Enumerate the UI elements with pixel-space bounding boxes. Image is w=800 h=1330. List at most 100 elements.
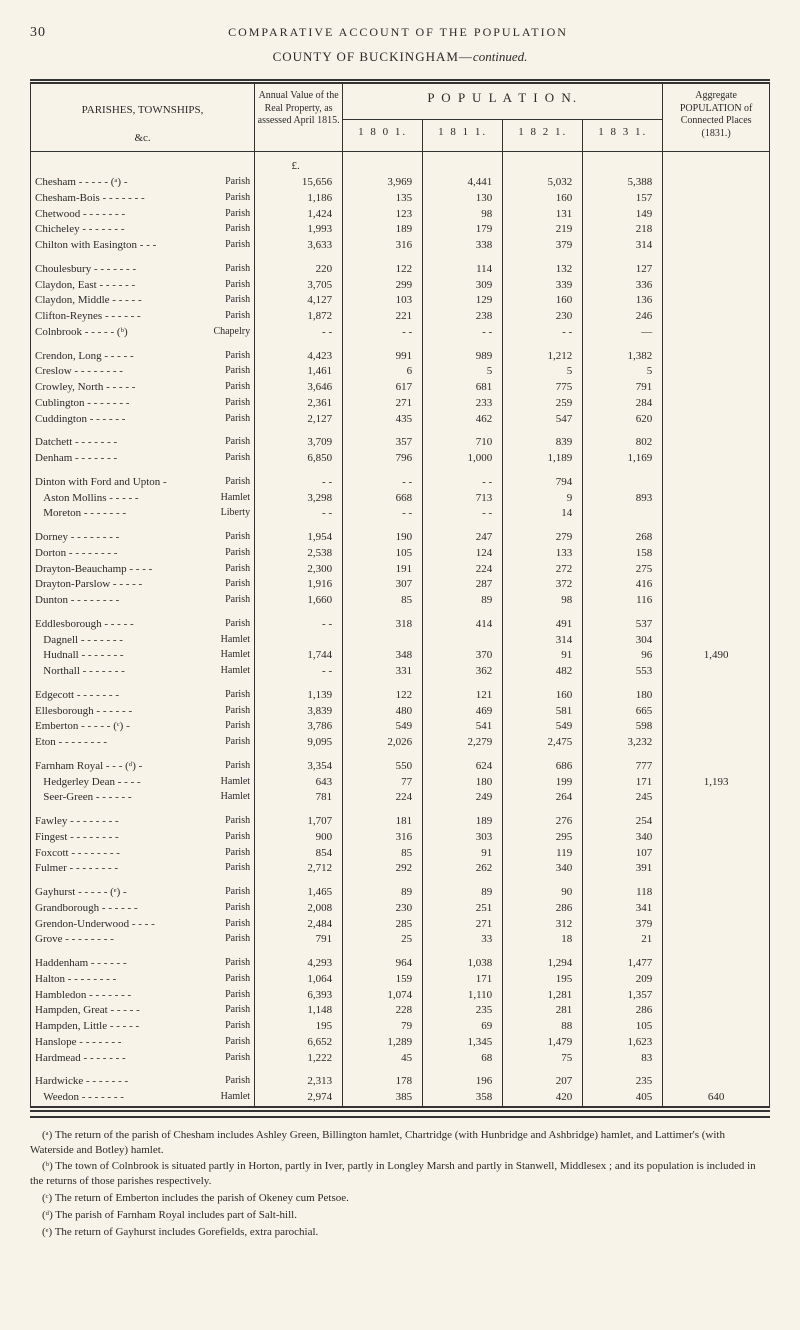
cell-1801: 6 [343, 364, 423, 380]
cell-1811: 309 [423, 278, 503, 294]
parish-kind: Parish [225, 831, 250, 844]
cell-aggregate [663, 759, 770, 775]
cell-1831: 391 [583, 861, 663, 877]
cell-1811: 1,000 [423, 451, 503, 467]
parish-kind: Hamlet [221, 791, 250, 804]
col-1811: 1 8 1 1. [423, 119, 503, 152]
cell-annual: 3,705 [255, 278, 343, 294]
parish-name: Northall - - - - - - -Hamlet [31, 664, 255, 680]
cell-1821: 1,294 [503, 956, 583, 972]
cell-aggregate [663, 861, 770, 877]
top-rule-heavy [30, 79, 770, 81]
footnote: (ᵈ) The parish of Farnham Royal includes… [30, 1208, 770, 1223]
running-head: COMPARATIVE ACCOUNT OF THE POPULATION [228, 25, 568, 40]
cell-1801: 480 [343, 704, 423, 720]
parish-kind: Parish [225, 192, 250, 205]
cell-1821: 9 [503, 491, 583, 507]
cell-1801: 224 [343, 790, 423, 806]
col-1801: 1 8 0 1. [343, 119, 423, 152]
cell-annual: 1,424 [255, 207, 343, 223]
cell-1821: 195 [503, 972, 583, 988]
parish-name: Dinton with Ford and Upton -Parish [31, 475, 255, 491]
parish-name: Chesham - - - - - (ᵃ) -Parish [31, 175, 255, 191]
cell-annual: 220 [255, 262, 343, 278]
cell-1811: 224 [423, 562, 503, 578]
cell-annual: 3,298 [255, 491, 343, 507]
cell-1821: 14 [503, 506, 583, 522]
page-number: 30 [30, 25, 46, 41]
table-row [31, 427, 770, 435]
cell-1831: 5,388 [583, 175, 663, 191]
parish-name: Datchett - - - - - - -Parish [31, 435, 255, 451]
cell-1831: 304 [583, 633, 663, 649]
cell-1831: 5 [583, 364, 663, 380]
cell-1821: 839 [503, 435, 583, 451]
parish-kind: Parish [225, 1020, 250, 1033]
cell-1801: 316 [343, 238, 423, 254]
parish-kind: Parish [225, 381, 250, 394]
table-row: Drayton-Parslow - - - - -Parish1,9163072… [31, 577, 770, 593]
cell-annual: 2,313 [255, 1074, 343, 1090]
cell-1801: 991 [343, 349, 423, 365]
cell-aggregate [663, 885, 770, 901]
cell-annual: 854 [255, 846, 343, 862]
parish-name: Chilton with Easington - - -Parish [31, 238, 255, 254]
cell-1831: 665 [583, 704, 663, 720]
parish-name: Crendon, Long - - - - -Parish [31, 349, 255, 365]
table-head: PARISHES, TOWNSHIPS, &c. Annual Value of… [31, 84, 770, 152]
cell-1821: 199 [503, 775, 583, 791]
cell-1801: - - [343, 325, 423, 341]
cell-1811: 249 [423, 790, 503, 806]
cell-1811: 91 [423, 846, 503, 862]
cell-1801: 79 [343, 1019, 423, 1035]
cell-1811: 1,038 [423, 956, 503, 972]
table-row: Emberton - - - - - (ᶜ) -Parish3,78654954… [31, 719, 770, 735]
table-row: Denham - - - - - - -Parish6,8507961,0001… [31, 451, 770, 467]
cell-1801: 189 [343, 222, 423, 238]
cell-1831: 537 [583, 617, 663, 633]
cell-annual: 3,786 [255, 719, 343, 735]
bottom-rule-thin [30, 1107, 770, 1108]
cell-aggregate [663, 435, 770, 451]
cell-annual: 3,709 [255, 435, 343, 451]
cell-1831: 893 [583, 491, 663, 507]
cell-annual: 1,186 [255, 191, 343, 207]
parish-name: Grandborough - - - - - -Parish [31, 901, 255, 917]
cell-1821: 88 [503, 1019, 583, 1035]
cell-1831: 802 [583, 435, 663, 451]
cell-1821: 312 [503, 917, 583, 933]
cell-1831: 553 [583, 664, 663, 680]
cell-1801: 385 [343, 1090, 423, 1106]
table-row [31, 254, 770, 262]
cell-1811: 338 [423, 238, 503, 254]
cell-aggregate: 1,193 [663, 775, 770, 791]
parish-kind: Parish [225, 918, 250, 931]
parish-kind: Parish [225, 886, 250, 899]
table-row: Dorton - - - - - - - -Parish2,5381051241… [31, 546, 770, 562]
cell-1821: 686 [503, 759, 583, 775]
parish-name: Farnham Royal - - - (ᵈ) -Parish [31, 759, 255, 775]
cell-1831: 341 [583, 901, 663, 917]
table-row: Haddenham - - - - - -Parish4,2939641,038… [31, 956, 770, 972]
parish-kind: Parish [225, 720, 250, 733]
table-row [31, 751, 770, 759]
cell-1831: 180 [583, 688, 663, 704]
parish-kind: Parish [225, 1004, 250, 1017]
parish-kind: Parish [225, 239, 250, 252]
table-row: Chetwood - - - - - - -Parish1,4241239813… [31, 207, 770, 223]
cell-aggregate [663, 901, 770, 917]
cell-aggregate [663, 207, 770, 223]
parish-kind: Parish [225, 476, 250, 489]
parish-name: Cuddington - - - - - -Parish [31, 412, 255, 428]
cell-annual: 1,993 [255, 222, 343, 238]
cell-annual: 3,633 [255, 238, 343, 254]
cell-1831: 598 [583, 719, 663, 735]
cell-1821: 549 [503, 719, 583, 735]
table-row: Hambledon - - - - - - -Parish6,3931,0741… [31, 988, 770, 1004]
cell-1801: 122 [343, 262, 423, 278]
parish-name: Dorton - - - - - - - -Parish [31, 546, 255, 562]
currency-row: £. [31, 152, 770, 175]
parish-kind: Parish [225, 223, 250, 236]
cell-1811: 303 [423, 830, 503, 846]
parish-name: Seer-Green - - - - - -Hamlet [31, 790, 255, 806]
